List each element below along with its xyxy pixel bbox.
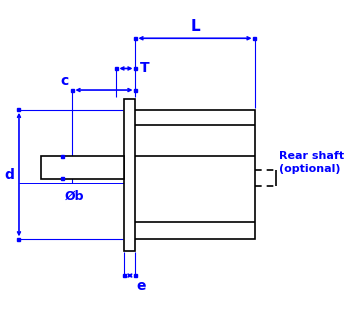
Bar [123,274,126,277]
Bar [18,108,20,111]
Text: T: T [140,61,149,75]
Bar [134,67,137,70]
Text: L: L [190,19,200,34]
Bar [134,110,255,239]
Bar [134,37,137,40]
Bar [71,88,74,92]
Text: Rear shaft
(optional): Rear shaft (optional) [279,151,344,174]
Bar [115,67,118,70]
Bar [61,155,63,158]
Text: Øb: Øb [65,189,84,202]
Bar [41,156,124,179]
Bar [134,88,137,92]
Text: e: e [136,279,145,293]
Bar [253,37,256,40]
Text: d: d [5,167,15,182]
Bar [124,99,136,251]
Bar [134,274,137,277]
Bar [18,238,20,241]
Text: c: c [61,74,69,88]
Bar [61,177,63,180]
